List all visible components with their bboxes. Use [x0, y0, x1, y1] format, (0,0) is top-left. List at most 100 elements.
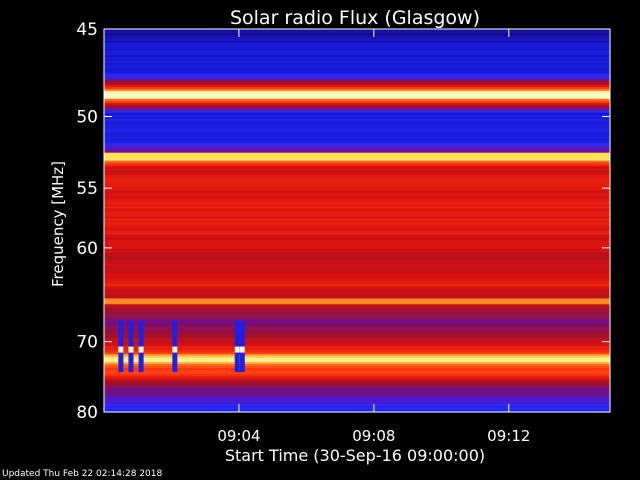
- spectrum-row: [104, 326, 610, 329]
- spectrum-row: [104, 42, 610, 46]
- spectrum-row: [104, 400, 610, 403]
- y-tick-label: 60: [76, 239, 98, 259]
- spectrum-row: [104, 58, 610, 62]
- spectrum-row: [104, 278, 610, 281]
- spectrum-row: [104, 188, 610, 192]
- spectrum-row: [104, 200, 610, 204]
- spectrum-row: [104, 282, 610, 285]
- spectrum-row: [104, 308, 610, 311]
- spectrum-row: [104, 234, 610, 238]
- spectrum-row: [104, 334, 610, 337]
- spectrum-row: [104, 304, 610, 307]
- x-tick-label: 09:04: [217, 427, 260, 445]
- spectrum-row: [104, 86, 610, 90]
- spectrum-row: [104, 96, 610, 100]
- plot-frame: [103, 28, 611, 413]
- spectrum-row: [104, 342, 610, 345]
- spectrum-row: [104, 384, 610, 387]
- spectrum-row: [104, 54, 610, 58]
- spectrum-row: [104, 48, 610, 52]
- spectrum-row: [104, 72, 610, 76]
- y-axis-label: Frequency [MHz]: [49, 161, 67, 287]
- spectrum-row: [104, 314, 610, 317]
- spectrum-row: [104, 210, 610, 214]
- spectrum-row: [104, 206, 610, 210]
- spectrum-row: [104, 142, 610, 146]
- spectrum-row: [104, 212, 610, 216]
- spectrum-row: [104, 322, 610, 325]
- spectrum-row: [104, 406, 610, 409]
- spectrum-row: [104, 218, 610, 222]
- spectrum-row: [104, 244, 610, 248]
- spectrum-row: [104, 46, 610, 50]
- spectrum-row: [104, 274, 610, 277]
- spectrum-row: [104, 174, 610, 178]
- spectrum-row: [104, 29, 610, 32]
- spectrum-row: [104, 198, 610, 202]
- spectrum-row: [104, 76, 610, 80]
- spectrum-row: [104, 356, 610, 359]
- spectrum-row: [104, 56, 610, 60]
- spectrum-row: [104, 268, 610, 271]
- spectrum-row: [104, 126, 610, 130]
- spectrum-row: [104, 148, 610, 152]
- spectrum-row: [104, 160, 610, 164]
- spectrum-row: [104, 194, 610, 198]
- burst-event: [138, 320, 144, 373]
- spectrum-row: [104, 222, 610, 226]
- spectrum-row: [104, 152, 610, 156]
- spectrum-row: [104, 168, 610, 172]
- spectrum-row: [104, 108, 610, 112]
- spectrum-row: [104, 236, 610, 240]
- spectrum-row: [104, 240, 610, 244]
- spectrum-row: [104, 100, 610, 104]
- spectrum-row: [104, 172, 610, 176]
- spectrum-row: [104, 138, 610, 142]
- spectrum-row: [104, 264, 610, 267]
- spectrum-row: [104, 110, 610, 114]
- spectrum-row: [104, 88, 610, 92]
- spectrum-row: [104, 292, 610, 295]
- spectrum-row: [104, 50, 610, 54]
- spectrum-row: [104, 176, 610, 180]
- spectrum-row: [104, 336, 610, 339]
- spectrum-row: [104, 62, 610, 66]
- spectrum-row: [104, 66, 610, 70]
- spectrum-row: [104, 114, 610, 118]
- spectrum-row: [104, 376, 610, 379]
- spectrum-row: [104, 364, 610, 367]
- spectrum-row: [104, 286, 610, 289]
- spectrum-row: [104, 410, 610, 413]
- spectrum-row: [104, 252, 610, 256]
- spectrum-row: [104, 248, 610, 252]
- spectrum-row: [104, 372, 610, 375]
- y-tick-label: 45: [76, 20, 98, 40]
- spectrum-row: [104, 320, 610, 323]
- spectrum-row: [104, 338, 610, 341]
- burst-event: [118, 320, 124, 373]
- spectrum-row: [104, 366, 610, 369]
- spectrum-row: [104, 30, 610, 34]
- spectrum-row: [104, 44, 610, 48]
- y-tick-label: 70: [76, 333, 98, 353]
- spectrum-row: [104, 190, 610, 194]
- spectrum-row: [104, 214, 610, 218]
- spectrum-row: [104, 388, 610, 391]
- burst-peak: [172, 346, 178, 353]
- spectrum-row: [104, 224, 610, 228]
- y-tick-label: 80: [76, 403, 98, 423]
- spectrum-row: [104, 36, 610, 40]
- spectrum-row: [104, 266, 610, 269]
- spectrum-row: [104, 380, 610, 383]
- spectrum-row: [104, 70, 610, 74]
- spectrum-row: [104, 306, 610, 309]
- spectrum-row: [104, 302, 610, 305]
- spectrum-row: [104, 164, 610, 168]
- spectrum-row: [104, 98, 610, 102]
- spectrum-row: [104, 256, 610, 259]
- spectrum-row: [104, 60, 610, 64]
- spectrum-row: [104, 232, 610, 236]
- spectrum-row: [104, 324, 610, 327]
- spectrum-row: [104, 312, 610, 315]
